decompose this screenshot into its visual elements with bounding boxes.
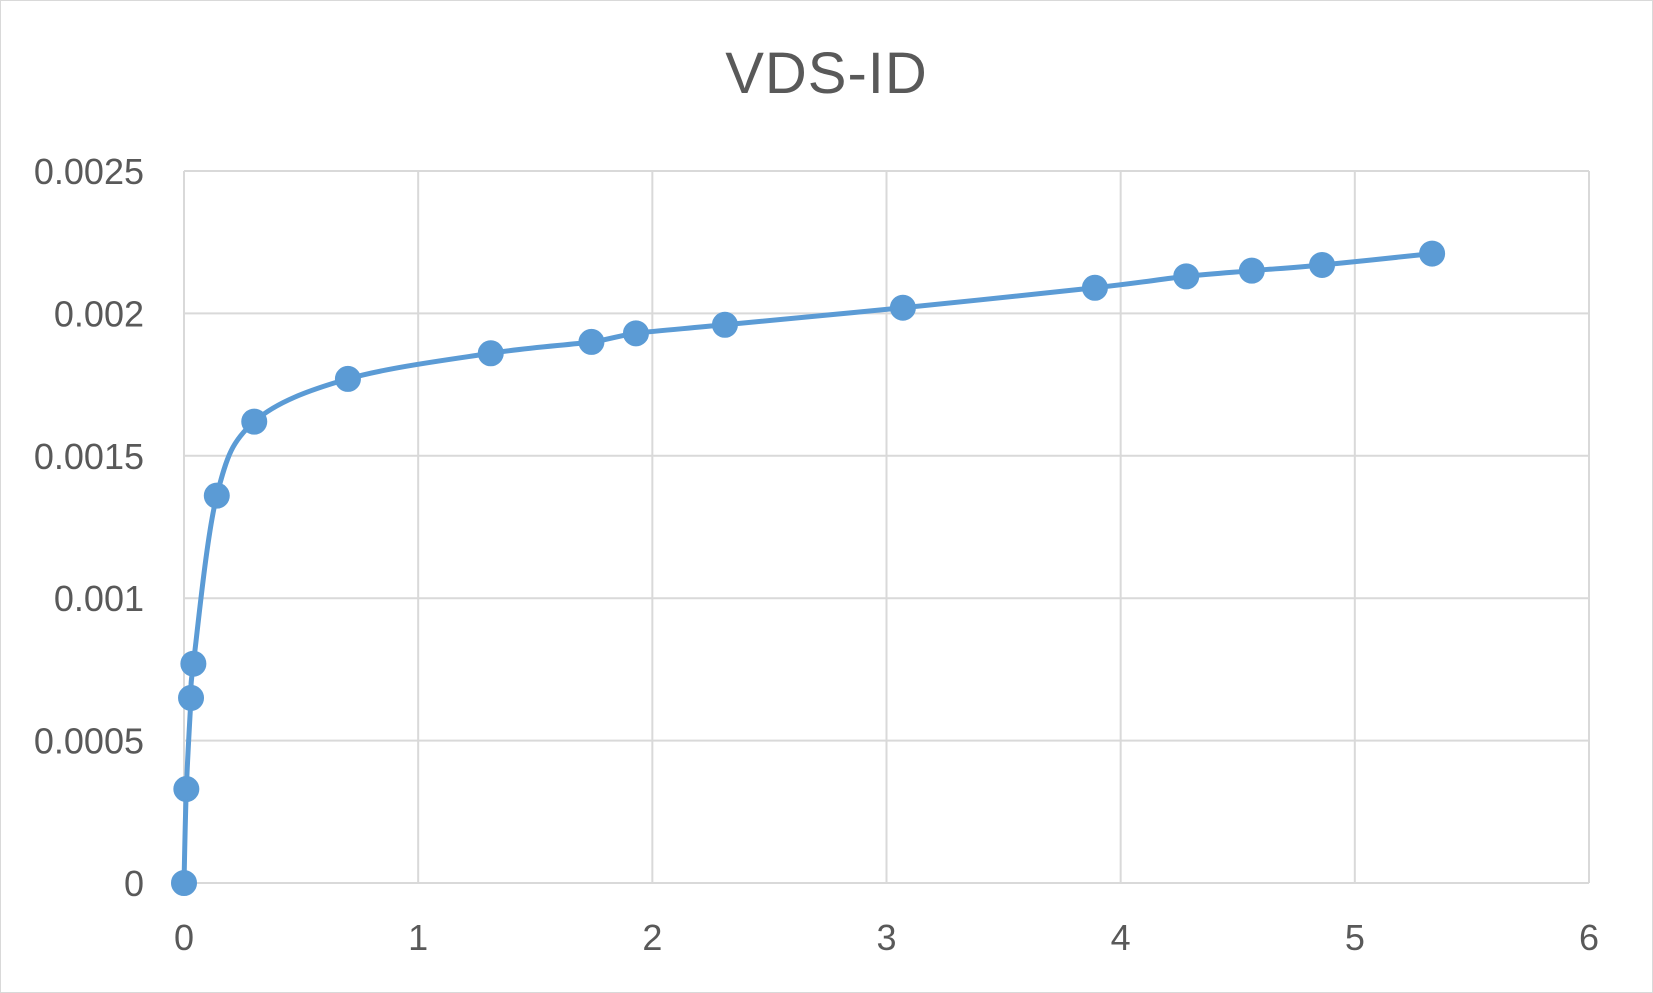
- chart-title: VDS-ID: [725, 41, 928, 106]
- y-tick-label: 0: [124, 863, 144, 904]
- x-tick-label: 5: [1345, 917, 1365, 958]
- y-axis-tick-labels: 0 0.0005 0.001 0.0015 0.002 0.0025: [34, 151, 144, 904]
- grid-lines: [184, 170, 1590, 883]
- y-tick-label: 0.0025: [34, 151, 144, 192]
- x-tick-label: 0: [174, 917, 194, 958]
- x-tick-label: 1: [408, 917, 428, 958]
- data-point: [178, 684, 205, 711]
- data-point: [171, 870, 197, 896]
- data-point: [889, 294, 916, 321]
- data-point: [1173, 263, 1200, 290]
- y-tick-label: 0.001: [54, 578, 144, 619]
- data-point: [180, 650, 207, 677]
- data-point: [711, 311, 738, 338]
- y-tick-label: 0.0015: [34, 436, 144, 477]
- y-tick-label: 0.002: [54, 293, 144, 334]
- data-point: [1081, 274, 1108, 301]
- data-point: [578, 328, 605, 355]
- data-point: [477, 340, 504, 367]
- data-series: [171, 240, 1446, 896]
- data-point: [622, 320, 649, 347]
- x-tick-label: 3: [876, 917, 896, 958]
- y-tick-label: 0.0005: [34, 721, 144, 762]
- data-point: [334, 365, 361, 392]
- x-tick-label: 4: [1111, 917, 1131, 958]
- data-point: [1238, 257, 1265, 284]
- x-tick-label: 6: [1579, 917, 1599, 958]
- data-point: [173, 776, 200, 803]
- data-point: [203, 482, 230, 509]
- x-axis-tick-labels: 0 1 2 3 4 5 6: [174, 917, 1599, 958]
- series-line: [181, 251, 1433, 884]
- data-point: [1309, 251, 1336, 278]
- axes: [183, 171, 1589, 884]
- x-tick-label: 2: [642, 917, 662, 958]
- data-point: [241, 408, 268, 435]
- data-point: [1419, 240, 1446, 267]
